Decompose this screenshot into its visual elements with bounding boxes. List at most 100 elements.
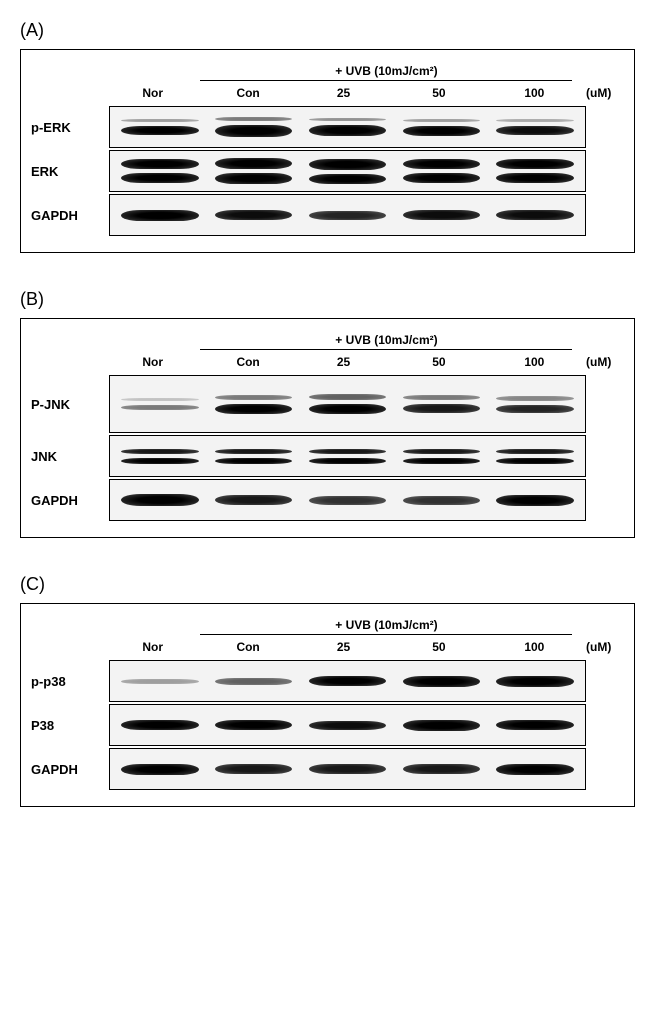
band bbox=[215, 395, 292, 400]
lane-header: 50 bbox=[391, 640, 486, 654]
blot-lane bbox=[491, 151, 579, 191]
protein-label: p-p38 bbox=[27, 674, 109, 689]
panel-box: + UVB (10mJ/cm²)NorCon2550100(uM) p-p38 P3… bbox=[20, 603, 635, 807]
blot-lane bbox=[210, 195, 298, 235]
blot-lane bbox=[116, 107, 204, 147]
blot-lane bbox=[210, 661, 298, 701]
blot-lane bbox=[397, 107, 485, 147]
blot-lane bbox=[491, 480, 579, 520]
blot-lane bbox=[397, 376, 485, 432]
lane-header: 25 bbox=[296, 86, 391, 100]
concentration-unit: (uM) bbox=[582, 86, 620, 100]
band bbox=[309, 458, 386, 464]
lane-header: Nor bbox=[105, 640, 200, 654]
band bbox=[309, 394, 386, 400]
band bbox=[496, 720, 573, 730]
lane-header-row: + UVB (10mJ/cm²)NorCon2550100(uM) bbox=[27, 329, 620, 369]
band bbox=[215, 404, 292, 414]
band bbox=[496, 210, 573, 220]
blot-lane bbox=[304, 661, 392, 701]
blot-lane bbox=[397, 661, 485, 701]
lane-header-row: + UVB (10mJ/cm²)NorCon2550100(uM) bbox=[27, 60, 620, 100]
band bbox=[496, 495, 573, 506]
blot-row: ERK bbox=[27, 150, 620, 192]
band bbox=[496, 396, 573, 401]
blot-lane bbox=[491, 107, 579, 147]
protein-label: ERK bbox=[27, 164, 109, 179]
band bbox=[215, 458, 292, 464]
band bbox=[121, 449, 198, 454]
band bbox=[309, 159, 386, 170]
band bbox=[309, 118, 386, 121]
uvb-treatment-label: + UVB (10mJ/cm²) bbox=[200, 64, 572, 81]
band bbox=[215, 210, 292, 220]
blot-row: JNK bbox=[27, 435, 620, 477]
blot-lane bbox=[116, 480, 204, 520]
blot-lane bbox=[397, 705, 485, 745]
western-blot-figure: (A)+ UVB (10mJ/cm²)NorCon2550100(uM)p-ER… bbox=[20, 20, 635, 807]
lane-header: 25 bbox=[296, 640, 391, 654]
lane-headers: + UVB (10mJ/cm²)NorCon2550100 bbox=[105, 355, 582, 369]
lane-header: Nor bbox=[105, 355, 200, 369]
lane-header: Con bbox=[200, 355, 295, 369]
protein-label: P-JNK bbox=[27, 397, 109, 412]
blot-lane bbox=[116, 749, 204, 789]
band bbox=[309, 764, 386, 774]
band bbox=[215, 678, 292, 685]
band bbox=[309, 211, 386, 220]
panel-box: + UVB (10mJ/cm²)NorCon2550100(uM) P-JNK JN… bbox=[20, 318, 635, 538]
blot-lane bbox=[304, 705, 392, 745]
panel-box: + UVB (10mJ/cm²)NorCon2550100(uM) p-ERK ER… bbox=[20, 49, 635, 253]
blot-lane bbox=[397, 749, 485, 789]
blot-lane bbox=[491, 661, 579, 701]
band bbox=[496, 119, 573, 122]
blot-strip bbox=[109, 150, 586, 192]
blot-row: GAPDH bbox=[27, 479, 620, 521]
lane-header: Nor bbox=[105, 86, 200, 100]
blot-strip bbox=[109, 704, 586, 746]
blot-strip bbox=[109, 194, 586, 236]
panel-A: (A) + UVB (10mJ/cm²)NorCon2550100(uM) p-ER… bbox=[20, 20, 635, 253]
band bbox=[215, 764, 292, 774]
band bbox=[403, 676, 480, 687]
band bbox=[496, 458, 573, 464]
blot-lane bbox=[210, 107, 298, 147]
band bbox=[121, 494, 198, 506]
blot-strip bbox=[109, 748, 586, 790]
blot-lane bbox=[210, 749, 298, 789]
protein-label: P38 bbox=[27, 718, 109, 733]
band bbox=[403, 720, 480, 731]
band bbox=[496, 126, 573, 135]
lane-header: 50 bbox=[391, 86, 486, 100]
blot-lane bbox=[397, 151, 485, 191]
band bbox=[309, 125, 386, 136]
band bbox=[496, 764, 573, 775]
lane-headers: + UVB (10mJ/cm²)NorCon2550100 bbox=[105, 86, 582, 100]
blot-lane bbox=[491, 376, 579, 432]
blot-row: GAPDH bbox=[27, 194, 620, 236]
band bbox=[403, 210, 480, 220]
lane-header-row: + UVB (10mJ/cm²)NorCon2550100(uM) bbox=[27, 614, 620, 654]
band bbox=[309, 721, 386, 730]
blot-lane bbox=[210, 436, 298, 476]
panel-label: (C) bbox=[20, 574, 635, 595]
band bbox=[121, 398, 198, 401]
blot-row: p-ERK bbox=[27, 106, 620, 148]
blot-row: p-p38 bbox=[27, 660, 620, 702]
blot-row: P-JNK bbox=[27, 375, 620, 433]
panel-label: (A) bbox=[20, 20, 635, 41]
blot-strip bbox=[109, 106, 586, 148]
band bbox=[403, 126, 480, 136]
blot-lane bbox=[304, 436, 392, 476]
blot-row: GAPDH bbox=[27, 748, 620, 790]
band bbox=[309, 676, 386, 686]
band bbox=[121, 126, 198, 135]
lane-header: Con bbox=[200, 86, 295, 100]
lane-header: 100 bbox=[487, 86, 582, 100]
lane-header: 100 bbox=[487, 640, 582, 654]
band bbox=[121, 679, 198, 684]
protein-label: p-ERK bbox=[27, 120, 109, 135]
blot-lane bbox=[304, 480, 392, 520]
protein-label: GAPDH bbox=[27, 493, 109, 508]
lane-header: Con bbox=[200, 640, 295, 654]
